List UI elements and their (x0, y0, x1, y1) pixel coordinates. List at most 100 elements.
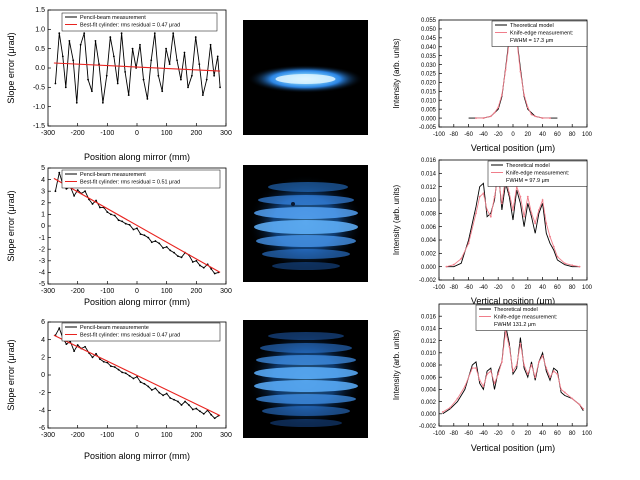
data-point (202, 412, 205, 415)
data-point (75, 101, 78, 104)
data-point (184, 400, 186, 403)
data-point (150, 59, 153, 62)
x-tick-label: -40 (479, 132, 488, 138)
data-point (486, 373, 488, 376)
data-point (464, 385, 466, 388)
data-point (482, 192, 485, 195)
data-point (113, 214, 116, 217)
data-point (117, 219, 120, 222)
x-tick-label: 20 (524, 132, 531, 138)
series-line-secondary (53, 334, 221, 417)
x-tick-label: 0 (511, 132, 515, 138)
data-point (177, 255, 179, 258)
data-point (120, 32, 123, 35)
legend-entry: Best-fit cylinder: rms residual = 0.51 μ… (80, 180, 180, 186)
x-axis-label: Vertical position (μm) (471, 443, 555, 453)
y-tick-label: 2 (41, 200, 45, 207)
data-point (198, 63, 201, 66)
x-tick-label: 0 (511, 285, 515, 291)
legend-entry: Best-fit cylinder: rms residual = 0.47 μ… (80, 333, 180, 339)
data-point (153, 32, 156, 35)
data-point (534, 222, 537, 225)
y-tick-label: -4 (39, 270, 45, 277)
x-tick-label: -20 (494, 285, 503, 291)
data-point (530, 113, 533, 116)
y-tick-label: 0.000 (421, 116, 437, 122)
y-tick-label: 0.010 (421, 98, 437, 104)
data-point (172, 32, 175, 35)
data-point (157, 74, 160, 77)
data-point (131, 47, 134, 50)
x-tick-label: -200 (71, 130, 85, 137)
data-point (213, 74, 216, 77)
data-point (501, 94, 503, 96)
x-tick-label: -80 (449, 431, 458, 437)
data-point (191, 261, 194, 263)
data-point (519, 70, 522, 73)
y-tick-label: 0.010 (421, 198, 437, 204)
data-point (87, 78, 89, 81)
data-point (538, 209, 540, 211)
data-point (552, 370, 555, 372)
legend-box (61, 169, 221, 189)
data-point (198, 264, 201, 267)
data-point (578, 265, 581, 268)
data-point (161, 90, 164, 93)
data-point (58, 327, 61, 330)
data-point (143, 234, 146, 237)
data-point (61, 55, 64, 58)
x-tick-label: 0 (135, 432, 139, 439)
data-point (489, 370, 492, 372)
data-point (109, 365, 112, 368)
data-point (493, 195, 496, 198)
data-point (508, 345, 511, 348)
data-point (106, 211, 109, 213)
data-point (475, 367, 477, 369)
data-point (121, 371, 124, 374)
data-point (98, 63, 100, 66)
data-point (195, 259, 198, 262)
legend-box (61, 322, 221, 342)
y-tick-label: 0.004 (421, 238, 437, 244)
data-point (210, 413, 213, 416)
x-tick-label: 300 (220, 432, 232, 439)
data-point (132, 377, 135, 380)
data-point (552, 245, 555, 248)
y-tick-label: 0.012 (421, 339, 437, 345)
y-tick-label: 0.010 (421, 351, 437, 357)
data-point (560, 388, 562, 391)
series-group (53, 171, 221, 275)
data-point (475, 212, 477, 215)
x-tick-label: 0 (135, 288, 139, 295)
x-tick-label: 0 (135, 130, 139, 137)
x-tick-label: 200 (190, 288, 202, 295)
y-tick-label: 0.004 (421, 388, 437, 394)
data-point (489, 215, 492, 218)
data-point (556, 255, 559, 258)
data-point (578, 403, 581, 406)
data-point (95, 199, 97, 202)
data-point (515, 364, 518, 366)
x-tick-label: 80 (569, 285, 576, 291)
data-point (177, 400, 179, 403)
data-point (91, 90, 93, 93)
data-point (563, 262, 566, 265)
data-point (202, 266, 205, 269)
data-point (158, 242, 161, 245)
data-point (486, 209, 488, 211)
series-group (53, 32, 221, 104)
data-point (99, 358, 101, 360)
data-point (452, 263, 455, 266)
y-tick-label: 2 (41, 355, 45, 362)
x-tick-label: 300 (220, 130, 232, 137)
data-point (84, 345, 86, 348)
data-point (116, 82, 119, 85)
data-point (117, 368, 120, 371)
data-point (79, 43, 82, 46)
data-point (441, 411, 444, 413)
data-point (109, 36, 112, 38)
y-tick-label: -1 (39, 235, 45, 242)
data-point (501, 361, 503, 363)
data-point (538, 361, 540, 363)
x-axis-label: Position along mirror (mm) (84, 297, 190, 307)
